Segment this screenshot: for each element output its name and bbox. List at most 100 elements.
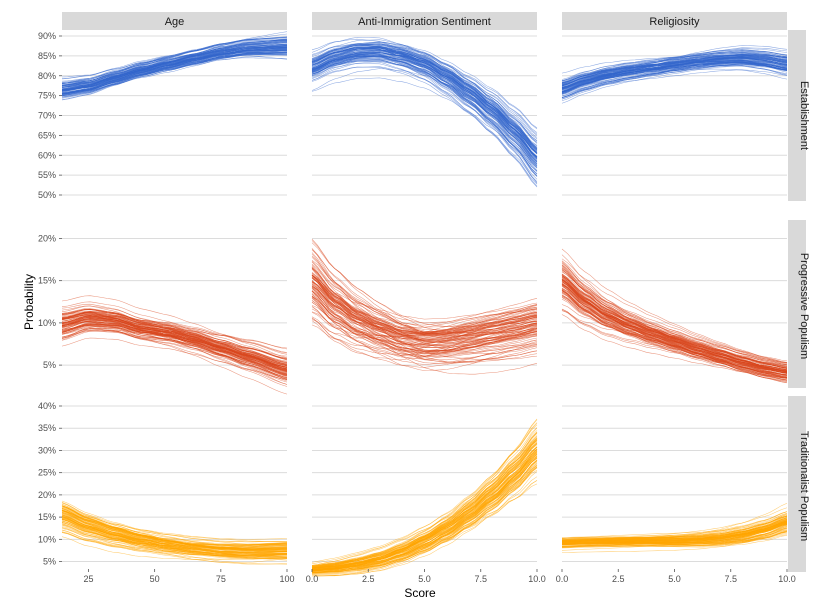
draw-line xyxy=(311,41,538,144)
draw-line xyxy=(61,49,288,78)
draw-line xyxy=(561,528,788,553)
x-tick-label: 50 xyxy=(150,574,160,584)
y-tick-label: 15% xyxy=(38,276,56,286)
draw-line xyxy=(561,56,788,85)
draw-line xyxy=(61,515,287,558)
draw-line xyxy=(61,38,288,86)
draw-line xyxy=(561,515,788,539)
strip-row-progressive-populism xyxy=(788,220,806,388)
draw-line xyxy=(61,322,288,357)
draw-line xyxy=(311,77,538,174)
y-tick-label: 25% xyxy=(38,468,56,478)
panel-progressive-populism-age xyxy=(61,295,288,395)
x-tick-label: 2.5 xyxy=(362,574,375,584)
grid-layer xyxy=(62,35,787,563)
draw-line xyxy=(61,36,288,85)
draw-line xyxy=(311,450,538,570)
draw-line xyxy=(311,44,538,166)
draw-line xyxy=(311,308,538,354)
y-axis-title: Probability xyxy=(22,274,36,330)
strip-col-age xyxy=(62,12,287,30)
panel-progressive-populism-anti-immigration-sentiment xyxy=(311,238,538,375)
y-tick-label: 60% xyxy=(38,150,56,160)
draw-line xyxy=(561,289,788,376)
draw-line xyxy=(561,58,788,90)
draw-line xyxy=(61,318,288,364)
draw-line xyxy=(61,48,288,91)
strip-row-label: Establishment xyxy=(798,81,810,150)
draw-line xyxy=(311,43,538,150)
draw-line xyxy=(561,279,788,369)
panel-establishment-religiosity xyxy=(561,45,788,104)
draw-line xyxy=(311,283,538,351)
draw-line xyxy=(61,505,288,546)
draw-line xyxy=(561,287,788,371)
draw-line xyxy=(561,258,788,363)
x-tick-label: 0.0 xyxy=(556,574,569,584)
draw-line xyxy=(61,337,288,381)
strip-col-label: Anti-Immigration Sentiment xyxy=(358,16,491,28)
draw-line xyxy=(311,276,538,341)
draw-line xyxy=(311,306,538,356)
draw-line xyxy=(561,264,788,383)
draw-line xyxy=(311,267,538,343)
draw-line xyxy=(61,531,288,565)
draw-line xyxy=(311,276,538,375)
panel-progressive-populism-religiosity xyxy=(561,248,788,384)
x-tick-label: 0.0 xyxy=(306,574,319,584)
y-tick-label: 20% xyxy=(38,233,56,243)
draw-line xyxy=(311,432,538,575)
draw-line xyxy=(561,275,788,378)
draw-line xyxy=(61,52,288,95)
y-tick-label: 5% xyxy=(43,360,56,370)
panel-traditionalist-populism-anti-immigration-sentiment xyxy=(311,418,538,577)
draw-line xyxy=(61,509,288,550)
draw-line xyxy=(311,440,538,563)
panel-traditionalist-populism-age xyxy=(61,500,288,565)
strip-row-label: Progressive Populism xyxy=(798,253,810,359)
draw-line xyxy=(61,313,288,366)
y-tick-label: 5% xyxy=(43,557,56,567)
y-tick-label: 90% xyxy=(38,31,56,41)
draw-line xyxy=(311,267,538,342)
draw-line xyxy=(61,46,287,80)
draw-line xyxy=(61,522,288,549)
draw-line xyxy=(561,288,788,379)
series-layer xyxy=(61,31,788,577)
draw-line xyxy=(61,53,288,87)
x-axis-title: Score xyxy=(404,586,436,600)
draw-line xyxy=(61,316,288,363)
draw-line xyxy=(61,505,287,555)
draw-line xyxy=(561,65,788,104)
draw-line xyxy=(311,435,538,568)
draw-line xyxy=(61,312,288,365)
draw-line xyxy=(561,69,788,98)
x-tick-label: 10.0 xyxy=(778,574,796,584)
draw-line xyxy=(311,297,538,345)
strip-col-label: Religiosity xyxy=(649,16,700,28)
draw-line xyxy=(61,50,288,94)
strip-col-anti-immigration-sentiment xyxy=(312,12,537,30)
draw-line xyxy=(311,295,538,347)
draw-line xyxy=(311,295,538,353)
y-tick-label: 70% xyxy=(38,111,56,121)
draw-line xyxy=(312,447,538,573)
draw-line xyxy=(61,325,288,377)
draw-line xyxy=(61,516,287,546)
draw-line xyxy=(311,287,538,364)
draw-line xyxy=(61,315,288,360)
draw-line xyxy=(61,318,288,374)
draw-line xyxy=(61,325,288,372)
y-tick-label: 65% xyxy=(38,130,56,140)
draw-line xyxy=(561,55,788,97)
draw-line xyxy=(561,524,788,545)
strip-row-traditionalist-populism xyxy=(788,396,806,572)
strip-layer: Age Anti-Immigration Sentiment Religiosity… xyxy=(62,12,810,572)
draw-line xyxy=(311,427,538,572)
draw-line xyxy=(311,53,538,168)
draw-line xyxy=(561,520,788,541)
panel-establishment-anti-immigration-sentiment xyxy=(311,37,538,188)
draw-line xyxy=(561,248,788,363)
draw-line xyxy=(311,312,538,337)
draw-line xyxy=(562,531,788,544)
